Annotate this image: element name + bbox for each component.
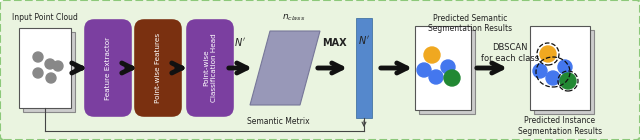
Text: $n_{class}$: $n_{class}$ [282,13,306,23]
Polygon shape [415,26,471,110]
Circle shape [560,73,576,89]
Polygon shape [419,30,475,114]
Text: Point-wise
Classification Head: Point-wise Classification Head [204,34,216,102]
Text: Point-wise Features: Point-wise Features [155,33,161,103]
Circle shape [33,52,43,62]
Text: Feature Extractor: Feature Extractor [105,36,111,100]
Circle shape [546,71,560,85]
Text: $N'$: $N'$ [234,36,246,48]
Circle shape [533,64,547,78]
Polygon shape [23,32,75,112]
Text: Predicted Semantic
Segmentation Results: Predicted Semantic Segmentation Results [428,14,512,33]
Text: Input Point Cloud: Input Point Cloud [12,13,78,23]
Circle shape [53,61,63,71]
Circle shape [417,63,431,77]
Circle shape [46,73,56,83]
Circle shape [540,46,556,62]
Circle shape [424,47,440,63]
Polygon shape [534,30,594,114]
Circle shape [45,59,55,69]
Bar [356,18,372,118]
Circle shape [33,68,43,78]
Circle shape [441,60,455,74]
Text: Predicted Instance
Segmentation Results: Predicted Instance Segmentation Results [518,116,602,136]
FancyBboxPatch shape [134,19,182,117]
Text: $N'$: $N'$ [358,34,370,46]
Circle shape [558,60,572,74]
Text: DBSCAN
for each class: DBSCAN for each class [481,43,539,63]
Text: MAX: MAX [322,38,346,48]
Circle shape [444,70,460,86]
FancyBboxPatch shape [84,19,132,117]
Circle shape [429,70,443,84]
FancyBboxPatch shape [186,19,234,117]
Text: Semantic Metrix: Semantic Metrix [246,117,309,127]
Polygon shape [250,31,320,105]
Polygon shape [530,26,590,110]
Polygon shape [19,28,71,108]
